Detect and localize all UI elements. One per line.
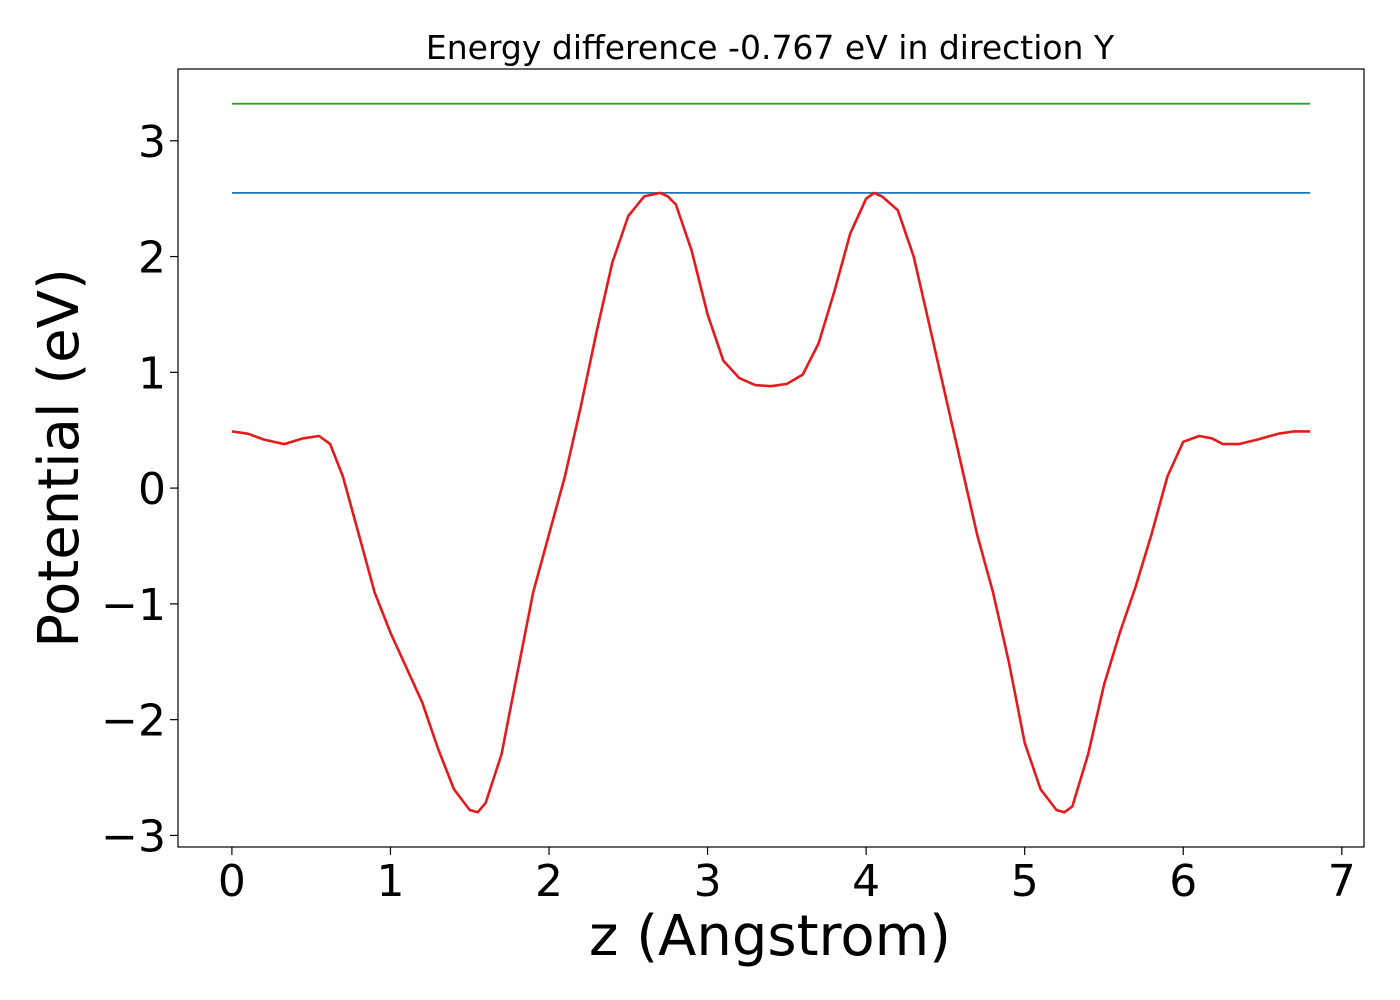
x-tick-label: 1	[376, 856, 404, 907]
y-tick-label: −2	[101, 696, 166, 747]
chart-title: Energy difference -0.767 eV in direction…	[426, 28, 1115, 67]
series-layer	[231, 102, 1311, 814]
series-line-2	[231, 191, 1311, 814]
y-tick-label: 2	[138, 233, 166, 284]
y-tick-label: 0	[138, 464, 166, 515]
plot-frame	[177, 68, 1365, 848]
x-tick-label: 2	[535, 856, 563, 907]
y-tick-label: 3	[138, 117, 166, 168]
x-tick-label: 6	[1169, 856, 1197, 907]
y-tick-label: −3	[101, 811, 166, 862]
y-tick-label: 1	[138, 348, 166, 399]
x-tick-label: 4	[852, 856, 880, 907]
x-tick-label: 0	[218, 856, 246, 907]
x-axis: 0 1 2 3 4 5 6 7	[218, 847, 1356, 907]
x-axis-label: z (Angstrom)	[589, 904, 951, 969]
y-tick-label: −1	[101, 580, 166, 631]
x-tick-label: 5	[1011, 856, 1039, 907]
x-tick-label: 3	[694, 856, 722, 907]
y-axis: −3 −2 −1 0 1 2 3	[101, 117, 178, 862]
x-tick-label: 7	[1328, 856, 1356, 907]
y-axis-label: Potential (eV)	[27, 268, 92, 648]
